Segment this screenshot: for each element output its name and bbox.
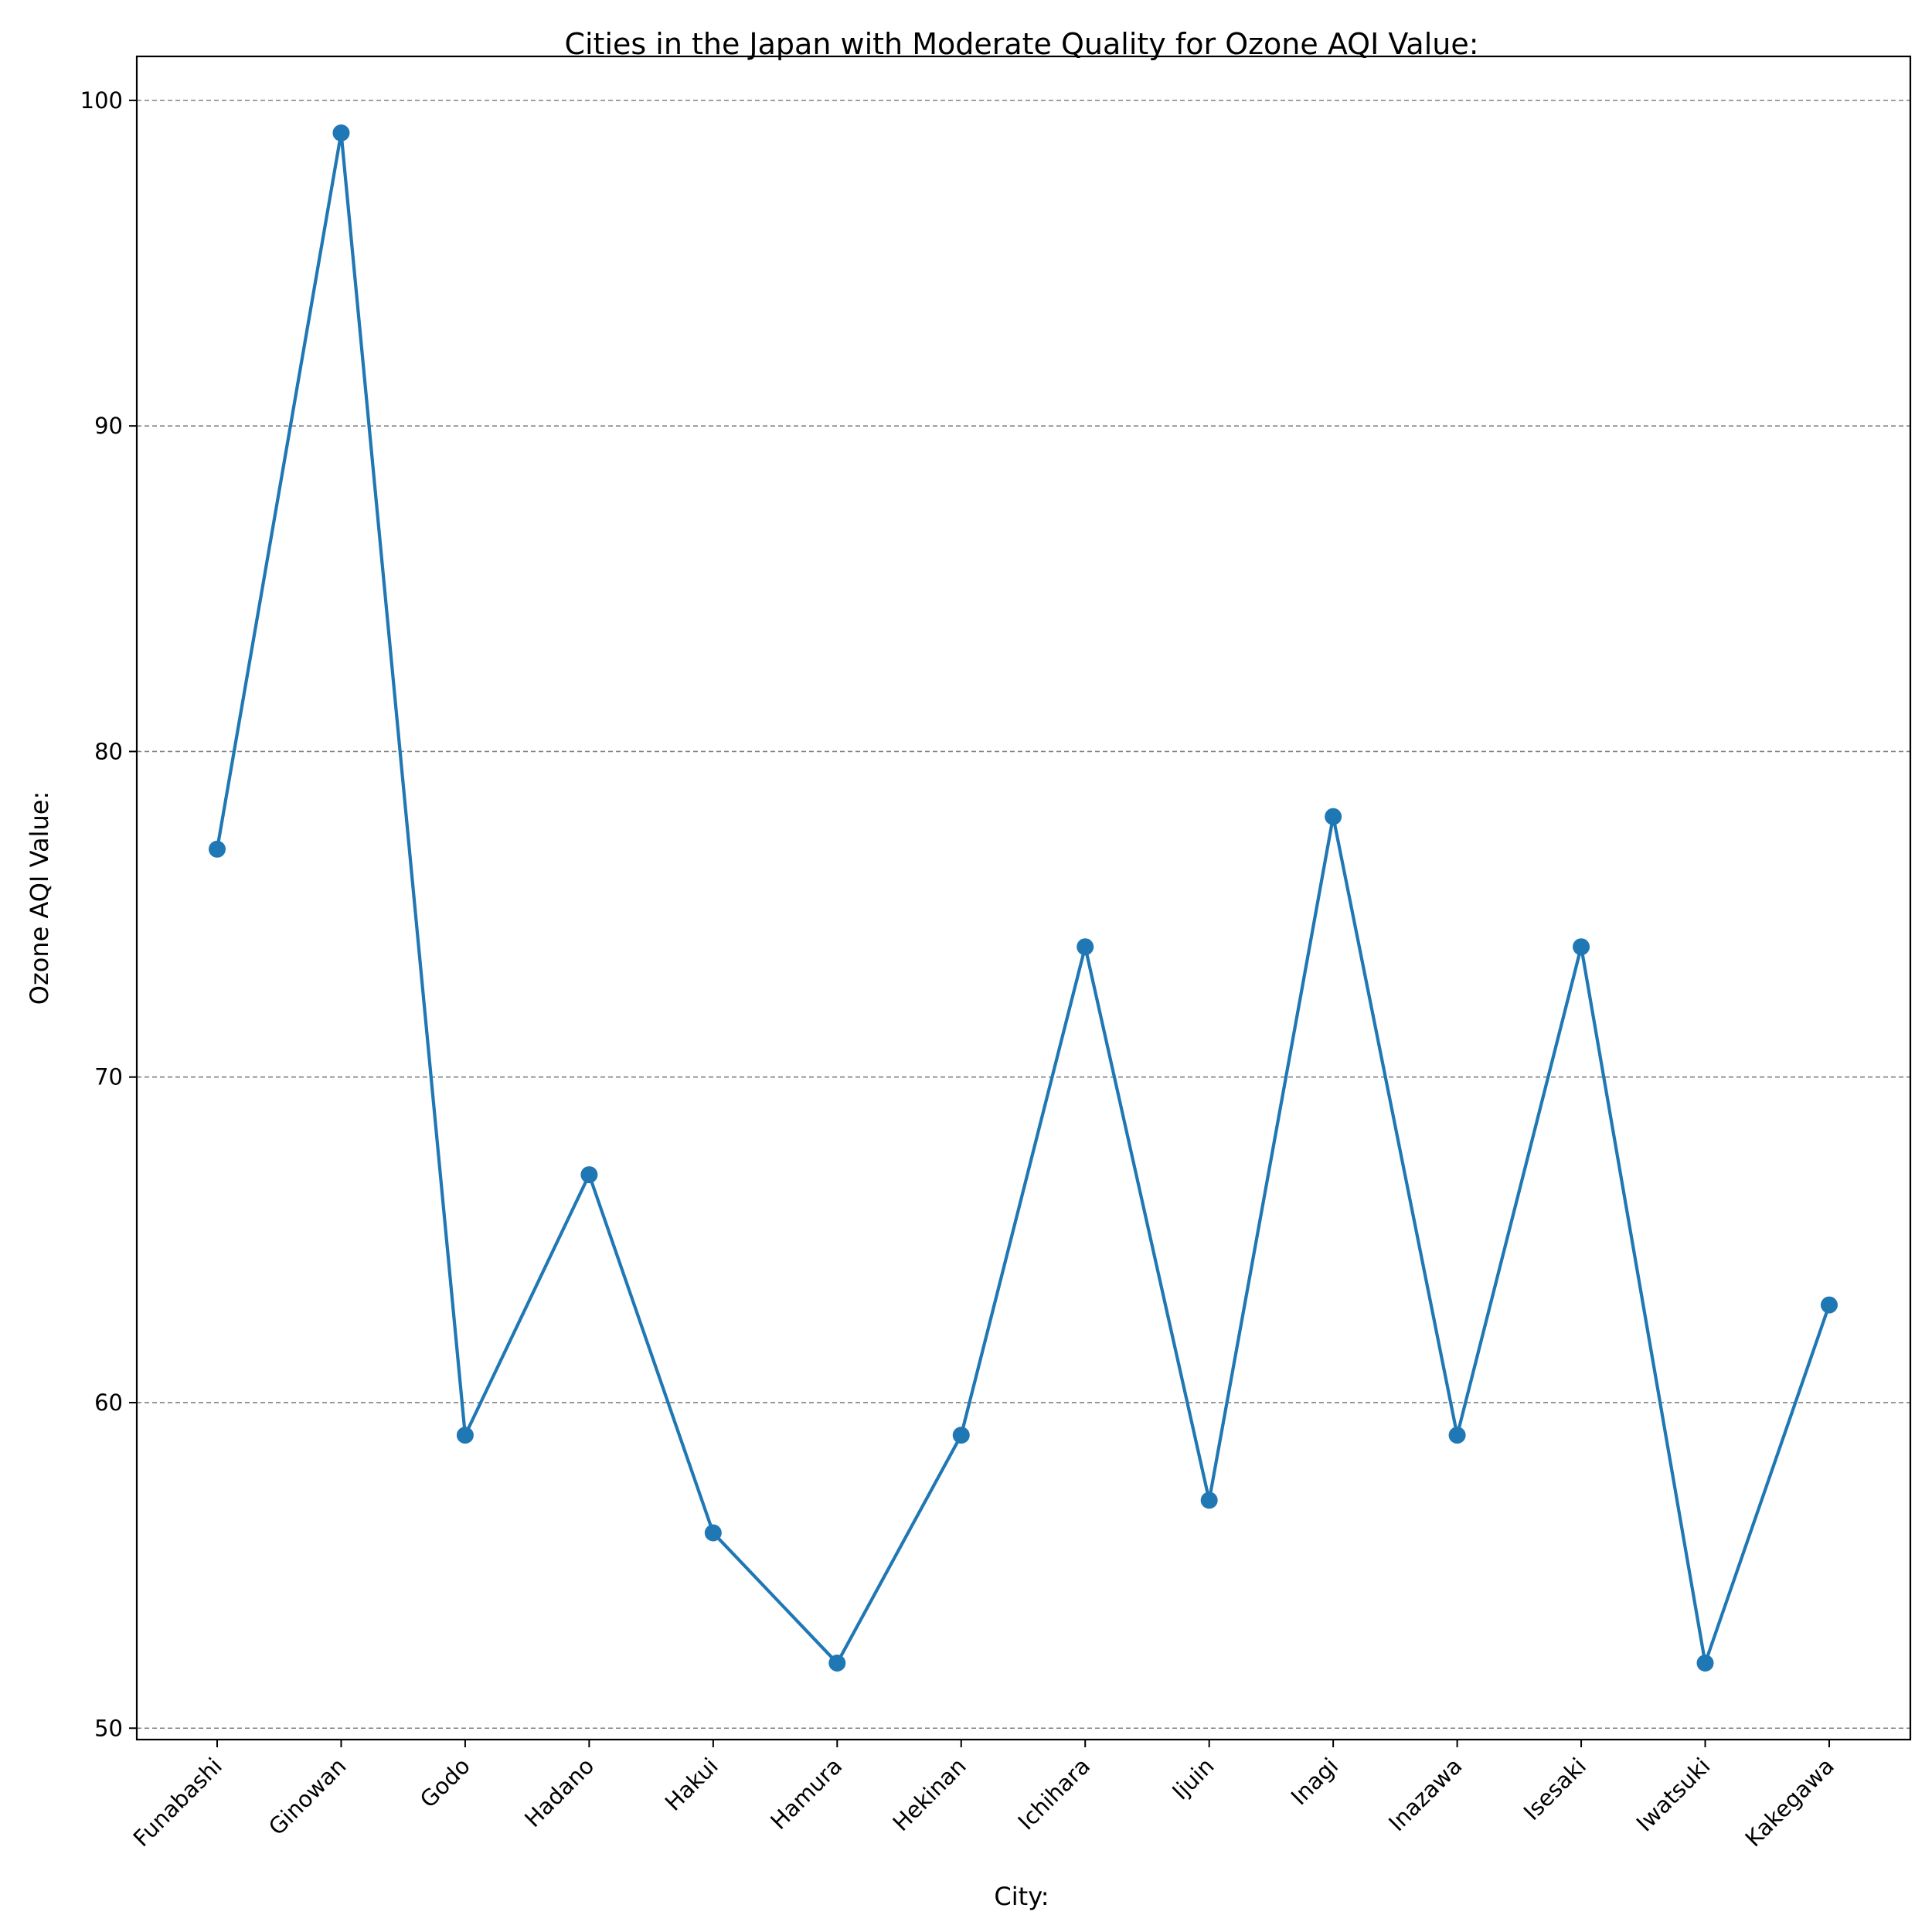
data-point-kakegawa bbox=[1820, 1296, 1838, 1314]
y-tick-label-70: 70 bbox=[94, 1064, 123, 1090]
x-tick-label-godo: Godo bbox=[415, 1753, 475, 1813]
x-tick-label-hadano: Hadano bbox=[519, 1753, 599, 1832]
x-tick-label-isesaki: Isesaki bbox=[1519, 1753, 1591, 1825]
x-tick-label-funabashi: Funabashi bbox=[128, 1753, 227, 1852]
x-tick-label-ijuin: Ijuin bbox=[1167, 1753, 1219, 1804]
y-tick-label-60: 60 bbox=[94, 1389, 123, 1416]
y-axis-label: Ozone AQI Value: bbox=[25, 791, 54, 1005]
series-line bbox=[215, 131, 1831, 1665]
data-point-inagi bbox=[1325, 808, 1342, 825]
y-tick-label-50: 50 bbox=[94, 1715, 123, 1741]
x-tick-label-hakui: Hakui bbox=[660, 1753, 723, 1816]
x-tick-label-ginowan: Ginowan bbox=[264, 1753, 352, 1841]
data-point-hekinan bbox=[952, 1427, 970, 1444]
data-point-funabashi bbox=[209, 840, 226, 858]
x-tick-label-hekinan: Hekinan bbox=[888, 1753, 971, 1836]
y-tick-label-90: 90 bbox=[94, 413, 123, 439]
data-point-hakui bbox=[704, 1524, 722, 1542]
y-axis: 50 60 70 80 90 100 bbox=[80, 87, 137, 1741]
chart-title: Cities in the Japan with Moderate Qualit… bbox=[564, 27, 1478, 61]
x-tick-label-inagi: Inagi bbox=[1286, 1753, 1343, 1810]
x-axis-label: City: bbox=[994, 1882, 1049, 1911]
x-tick-label-ichihara: Ichihara bbox=[1013, 1753, 1096, 1835]
data-point-hamura bbox=[828, 1655, 846, 1672]
data-points bbox=[209, 124, 1838, 1672]
y-tick-label-100: 100 bbox=[80, 87, 123, 114]
data-point-inazawa bbox=[1448, 1427, 1466, 1444]
x-tick-label-kakegawa: Kakegawa bbox=[1740, 1753, 1839, 1852]
y-tick-label-80: 80 bbox=[94, 738, 123, 764]
plot-frame bbox=[135, 55, 1912, 1741]
x-tick-label-inazawa: Inazawa bbox=[1383, 1753, 1467, 1836]
data-point-godo bbox=[456, 1427, 474, 1444]
data-point-isesaki bbox=[1573, 938, 1590, 956]
x-axis: Funabashi Ginowan Godo Hadano Hakui Hamura Hek… bbox=[128, 1740, 1839, 1852]
data-point-iwatsuki bbox=[1696, 1655, 1714, 1672]
x-tick-label-iwatsuki: Iwatsuki bbox=[1631, 1753, 1716, 1837]
data-point-ichihara bbox=[1077, 938, 1094, 956]
data-point-hadano bbox=[580, 1166, 598, 1184]
data-point-ijuin bbox=[1200, 1492, 1218, 1509]
data-point-ginowan bbox=[332, 124, 350, 141]
grid-lines bbox=[137, 100, 1910, 1730]
x-tick-label-hamura: Hamura bbox=[765, 1753, 847, 1835]
